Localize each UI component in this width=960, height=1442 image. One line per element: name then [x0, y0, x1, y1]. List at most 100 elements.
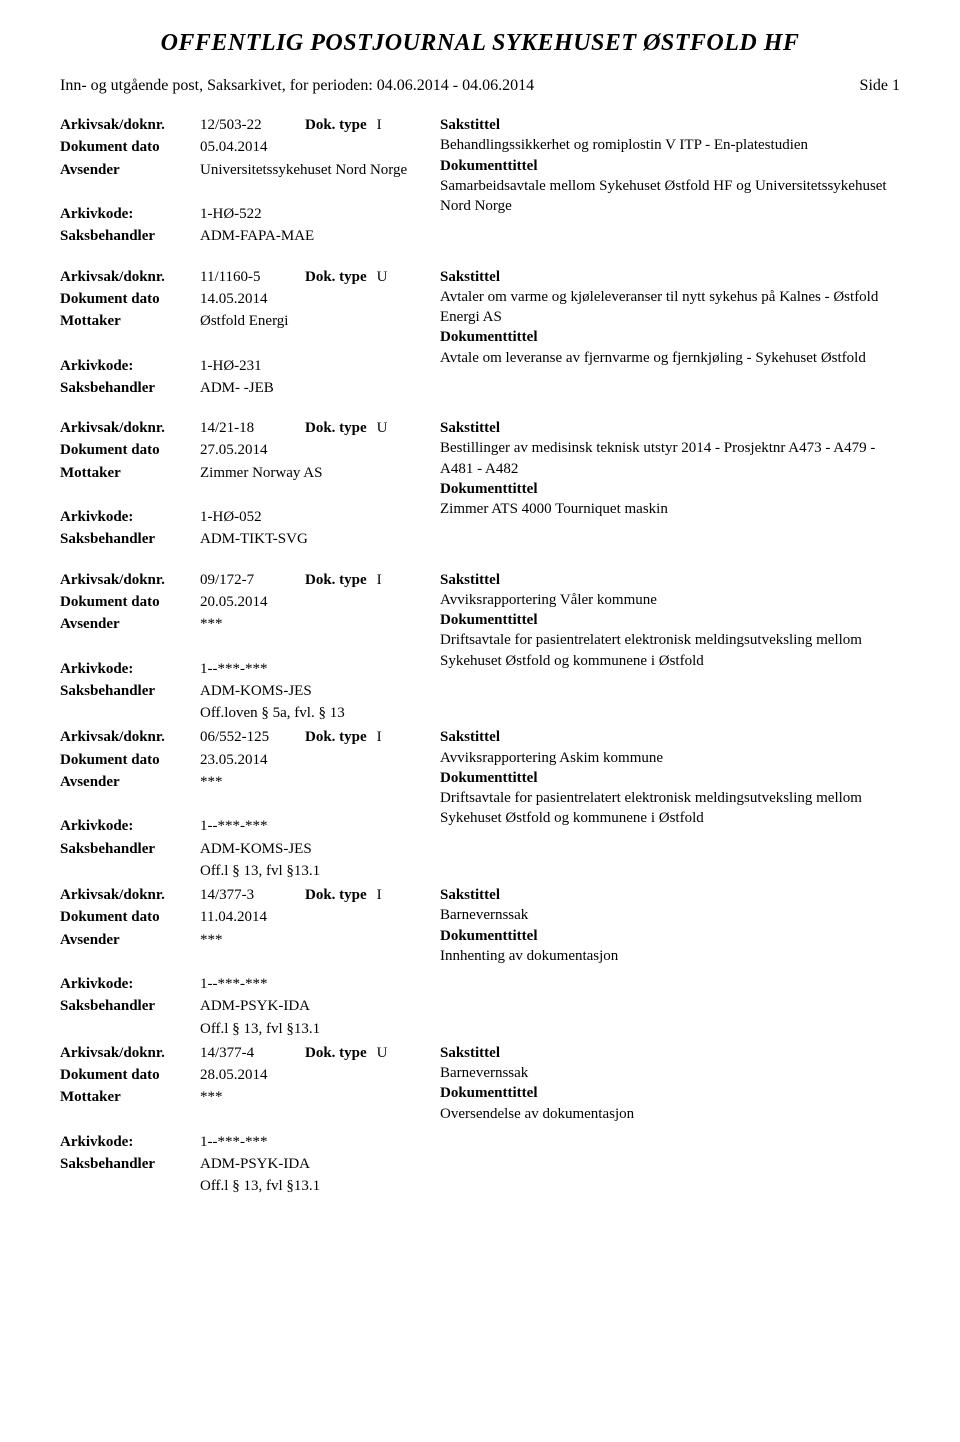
arkivkode-label: Arkivkode:: [60, 204, 200, 224]
unntak-label: [60, 1019, 200, 1039]
doktype-label: Dok. type: [305, 267, 367, 287]
dokdato-value: 28.05.2014: [200, 1065, 440, 1085]
doktype-label: Dok. type: [305, 1043, 367, 1063]
doknr: 06/552-125: [200, 727, 305, 747]
saksbehandler-label: Saksbehandler: [60, 378, 200, 398]
unntak-value: Off.loven § 5a, fvl. § 13: [200, 703, 440, 723]
entry-left: Arkivsak/doknr.11/1160-5Dok. typeUDokume…: [60, 267, 440, 401]
dokdato-label: Dokument dato: [60, 440, 200, 460]
sakstittel-value: Avtaler om varme og kjøleleveranser til …: [440, 287, 900, 328]
doknr: 09/172-7: [200, 570, 305, 590]
journal-entry: Arkivsak/doknr.14/377-4Dok. typeUDokumen…: [60, 1043, 900, 1199]
sakstittel-value: Bestillinger av medisinsk teknisk utstyr…: [440, 438, 900, 479]
party-value: ***: [200, 614, 440, 634]
doknr-value: 06/552-125Dok. typeI: [200, 727, 440, 747]
arkivkode-label: Arkivkode:: [60, 659, 200, 679]
saksbehandler-label: Saksbehandler: [60, 1154, 200, 1174]
dokdato-label: Dokument dato: [60, 592, 200, 612]
arkivkode-value: 1--***-***: [200, 659, 440, 679]
subheader: Inn- og utgående post, Saksarkivet, for …: [60, 77, 900, 95]
saksbehandler-value: ADM-FAPA-MAE: [200, 226, 440, 246]
sakstittel-label: Sakstittel: [440, 727, 900, 747]
saksbehandler-label: Saksbehandler: [60, 529, 200, 549]
arkivkode-value: 1--***-***: [200, 974, 440, 994]
saksbehandler-value: ADM- -JEB: [200, 378, 440, 398]
entry-left: Arkivsak/doknr.14/21-18Dok. typeUDokumen…: [60, 418, 440, 552]
saksbehandler-label: Saksbehandler: [60, 839, 200, 859]
saksbehandler-label: Saksbehandler: [60, 996, 200, 1016]
dokdato-label: Dokument dato: [60, 137, 200, 157]
arkivkode-value: 1--***-***: [200, 1132, 440, 1152]
party-label: Avsender: [60, 160, 200, 180]
arkivkode-value: 1-HØ-231: [200, 356, 440, 376]
party-label: Avsender: [60, 930, 200, 950]
sakstittel-value: Barnevernssak: [440, 905, 900, 925]
saksbehandler-value: ADM-PSYK-IDA: [200, 1154, 440, 1174]
sakstittel-label: Sakstittel: [440, 115, 900, 135]
dokdato-value: 11.04.2014: [200, 907, 440, 927]
party-value: Zimmer Norway AS: [200, 463, 440, 483]
doktype-label: Dok. type: [305, 115, 367, 135]
entry-right: SakstittelBestillinger av medisinsk tekn…: [440, 418, 900, 552]
dokumenttittel-label: Dokumenttittel: [440, 327, 900, 347]
doktype-value: U: [377, 418, 388, 438]
unntak-value: Off.l § 13, fvl §13.1: [200, 861, 440, 881]
sakstittel-value: Behandlingssikkerhet og romiplostin V IT…: [440, 135, 900, 155]
sakstittel-value: Avviksrapportering Askim kommune: [440, 748, 900, 768]
doktype-label: Dok. type: [305, 727, 367, 747]
doktype-value: I: [377, 570, 382, 590]
dokumenttittel-label: Dokumenttittel: [440, 610, 900, 630]
arkivkode-value: 1--***-***: [200, 816, 440, 836]
dokdato-value: 05.04.2014: [200, 137, 440, 157]
dokdato-label: Dokument dato: [60, 750, 200, 770]
party-label: Mottaker: [60, 463, 200, 483]
arkivsak-label: Arkivsak/doknr.: [60, 115, 200, 135]
saksbehandler-value: ADM-PSYK-IDA: [200, 996, 440, 1016]
doknr: 14/377-3: [200, 885, 305, 905]
dokumenttittel-value: Samarbeidsavtale mellom Sykehuset Østfol…: [440, 176, 900, 217]
entry-right: SakstittelBarnevernssakDokumenttittelInn…: [440, 885, 900, 1041]
dokdato-label: Dokument dato: [60, 289, 200, 309]
dokumenttittel-value: Innhenting av dokumentasjon: [440, 946, 900, 966]
sakstittel-label: Sakstittel: [440, 885, 900, 905]
entry-left: Arkivsak/doknr.14/377-3Dok. typeIDokumen…: [60, 885, 440, 1041]
unntak-label: [60, 861, 200, 881]
journal-entry: Arkivsak/doknr.06/552-125Dok. typeIDokum…: [60, 727, 900, 883]
subtitle: Inn- og utgående post, Saksarkivet, for …: [60, 77, 534, 95]
dokumenttittel-label: Dokumenttittel: [440, 768, 900, 788]
saksbehandler-label: Saksbehandler: [60, 226, 200, 246]
doknr-value: 09/172-7Dok. type I: [200, 570, 440, 590]
entry-right: SakstittelBehandlingssikkerhet og romipl…: [440, 115, 900, 249]
arkivsak-label: Arkivsak/doknr.: [60, 727, 200, 747]
doktype-value: I: [377, 115, 382, 135]
doknr-value: 14/377-4Dok. typeU: [200, 1043, 440, 1063]
dokumenttittel-value: Zimmer ATS 4000 Tourniquet maskin: [440, 499, 900, 519]
arkivsak-label: Arkivsak/doknr.: [60, 418, 200, 438]
saksbehandler-value: ADM-KOMS-JES: [200, 681, 440, 701]
unntak-value: Off.l § 13, fvl §13.1: [200, 1019, 440, 1039]
sakstittel-value: Barnevernssak: [440, 1063, 900, 1083]
doktype-label: Dok. type: [305, 570, 367, 590]
party-value: ***: [200, 772, 440, 792]
dokdato-value: 27.05.2014: [200, 440, 440, 460]
dokdato-label: Dokument dato: [60, 907, 200, 927]
arkivkode-label: Arkivkode:: [60, 816, 200, 836]
entry-right: SakstittelBarnevernssakDokumenttittelOve…: [440, 1043, 900, 1199]
doknr-value: 11/1160-5Dok. typeU: [200, 267, 440, 287]
journal-entry: Arkivsak/doknr.14/377-3Dok. typeIDokumen…: [60, 885, 900, 1041]
journal-entry: Arkivsak/doknr.09/172-7Dok. type I Dokumen…: [60, 570, 900, 726]
doktype-label: Dok. type: [305, 418, 367, 438]
sakstittel-label: Sakstittel: [440, 418, 900, 438]
entry-left: Arkivsak/doknr.12/503-22Dok. typeIDokume…: [60, 115, 440, 249]
dokumenttittel-value: Avtale om leveranse av fjernvarme og fje…: [440, 348, 900, 368]
arkivkode-label: Arkivkode:: [60, 1132, 200, 1152]
doktype-value: U: [377, 1043, 388, 1063]
dokdato-value: 23.05.2014: [200, 750, 440, 770]
saksbehandler-value: ADM-TIKT-SVG: [200, 529, 440, 549]
doknr-value: 12/503-22Dok. typeI: [200, 115, 440, 135]
unntak-label: [60, 703, 200, 723]
arkivkode-value: 1-HØ-052: [200, 507, 440, 527]
arkivsak-label: Arkivsak/doknr.: [60, 570, 200, 590]
page-number: Side 1: [860, 77, 900, 95]
sakstittel-label: Sakstittel: [440, 570, 900, 590]
